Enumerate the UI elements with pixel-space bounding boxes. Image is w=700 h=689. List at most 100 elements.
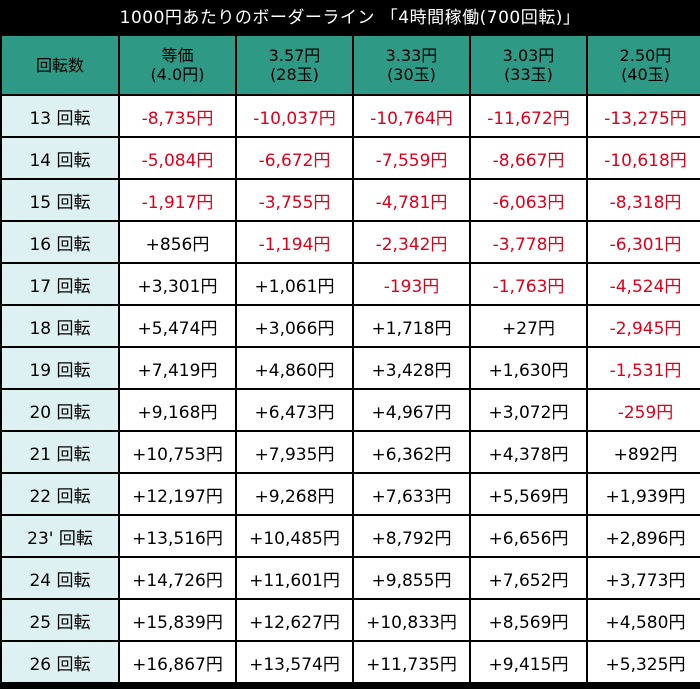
header-col-line2: (30玉) xyxy=(387,65,436,84)
table-row: 21 回転 +10,753円 +7,935円 +6,362円 +4,378円 +892円 xyxy=(2,432,700,472)
table-cell: +5,474円 xyxy=(120,306,235,346)
table-row: 22 回転 +12,197円 +9,268円 +7,633円 +5,569円 +1,939… xyxy=(2,474,700,514)
row-rotation-label: 17 回転 xyxy=(2,264,118,304)
table-cell: -6,672円 xyxy=(237,138,352,178)
header-col-line2: (28玉) xyxy=(270,65,319,84)
table-cell: +10,753円 xyxy=(120,432,235,472)
table-cell: +10,485円 xyxy=(237,516,352,556)
table-cell: +4,378円 xyxy=(471,432,586,472)
table-cell: +13,574円 xyxy=(237,642,352,682)
table-cell: -1,917円 xyxy=(120,180,235,220)
table-cell: +9,168円 xyxy=(120,390,235,430)
header-rotation: 回転数 xyxy=(2,36,118,94)
table-cell: +7,935円 xyxy=(237,432,352,472)
table-cell: +7,652円 xyxy=(471,558,586,598)
table-cell: +16,867円 xyxy=(120,642,235,682)
table-cell: -11,672円 xyxy=(471,96,586,136)
table-cell: +9,855円 xyxy=(354,558,469,598)
row-rotation-label: 23' 回転 xyxy=(2,516,118,556)
table-cell: -4,781円 xyxy=(354,180,469,220)
header-col-line2: (4.0円) xyxy=(150,65,205,84)
table-cell: +11,735円 xyxy=(354,642,469,682)
table-cell: +8,569円 xyxy=(471,600,586,640)
table-cell: -4,524円 xyxy=(588,264,700,304)
table-cell: +2,896円 xyxy=(588,516,700,556)
table-cell: +3,428円 xyxy=(354,348,469,388)
table-row: 19 回転 +7,419円 +4,860円 +3,428円 +1,630円 -1,531円 xyxy=(2,348,700,388)
header-col-250: 2.50円 (40玉) xyxy=(588,36,700,94)
table-row: 20 回転 +9,168円 +6,473円 +4,967円 +3,072円 -259円 xyxy=(2,390,700,430)
row-rotation-label: 24 回転 xyxy=(2,558,118,598)
row-rotation-label: 15 回転 xyxy=(2,180,118,220)
table-cell: +4,580円 xyxy=(588,600,700,640)
row-rotation-label: 25 回転 xyxy=(2,600,118,640)
table-body: 13 回転 -8,735円 -10,037円 -10,764円 -11,672円 -13,… xyxy=(2,96,700,682)
table-cell: -6,301円 xyxy=(588,222,700,262)
table-row: 25 回転 +15,839円 +12,627円 +10,833円 +8,569円 +4,5… xyxy=(2,600,700,640)
table-cell: +1,630円 xyxy=(471,348,586,388)
header-col-line1: 2.50円 xyxy=(619,46,672,65)
row-rotation-label: 16 回転 xyxy=(2,222,118,262)
table-row: 15 回転 -1,917円 -3,755円 -4,781円 -6,063円 -8,318円 xyxy=(2,180,700,220)
table-cell: +13,516円 xyxy=(120,516,235,556)
table-cell: +6,473円 xyxy=(237,390,352,430)
table-cell: +5,325円 xyxy=(588,642,700,682)
header-col-equal: 等価 (4.0円) xyxy=(120,36,235,94)
table-cell: -3,755円 xyxy=(237,180,352,220)
table-cell: +9,268円 xyxy=(237,474,352,514)
table-cell: +4,860円 xyxy=(237,348,352,388)
header-row: 回転数 等価 (4.0円) 3.57円 (28玉) 3.33円 (30玉) 3.… xyxy=(2,36,700,94)
table-cell: -8,318円 xyxy=(588,180,700,220)
table-cell: +1,061円 xyxy=(237,264,352,304)
table-cell: +10,833円 xyxy=(354,600,469,640)
header-col-line2: (33玉) xyxy=(504,65,553,84)
table-cell: +12,627円 xyxy=(237,600,352,640)
row-rotation-label: 13 回転 xyxy=(2,96,118,136)
table-cell: +8,792円 xyxy=(354,516,469,556)
table-cell: -10,764円 xyxy=(354,96,469,136)
table-cell: -8,667円 xyxy=(471,138,586,178)
table-cell: +5,569円 xyxy=(471,474,586,514)
table-cell: +1,718円 xyxy=(354,306,469,346)
table-cell: +7,419円 xyxy=(120,348,235,388)
table-cell: -10,618円 xyxy=(588,138,700,178)
header-col-line1: 3.57円 xyxy=(268,46,321,65)
table-cell: -259円 xyxy=(588,390,700,430)
table-cell: -1,531円 xyxy=(588,348,700,388)
row-rotation-label: 18 回転 xyxy=(2,306,118,346)
table-cell: -10,037円 xyxy=(237,96,352,136)
border-line-table: 回転数 等価 (4.0円) 3.57円 (28玉) 3.33円 (30玉) 3.… xyxy=(0,34,700,684)
table-cell: +3,072円 xyxy=(471,390,586,430)
row-rotation-label: 19 回転 xyxy=(2,348,118,388)
table-cell: +14,726円 xyxy=(120,558,235,598)
table-cell: -7,559円 xyxy=(354,138,469,178)
table-row: 24 回転 +14,726円 +11,601円 +9,855円 +7,652円 +3,77… xyxy=(2,558,700,598)
header-col-line1: 等価 xyxy=(161,46,194,65)
row-rotation-label: 14 回転 xyxy=(2,138,118,178)
table-cell: +15,839円 xyxy=(120,600,235,640)
table-cell: +12,197円 xyxy=(120,474,235,514)
header-col-333: 3.33円 (30玉) xyxy=(354,36,469,94)
table-cell: +6,362円 xyxy=(354,432,469,472)
table-cell: +27円 xyxy=(471,306,586,346)
table-row: 14 回転 -5,084円 -6,672円 -7,559円 -8,667円 -10,618… xyxy=(2,138,700,178)
row-rotation-label: 20 回転 xyxy=(2,390,118,430)
table-row: 13 回転 -8,735円 -10,037円 -10,764円 -11,672円 -13,… xyxy=(2,96,700,136)
table-cell: -8,735円 xyxy=(120,96,235,136)
table-cell: -193円 xyxy=(354,264,469,304)
table-cell: +4,967円 xyxy=(354,390,469,430)
table-row: 17 回転 +3,301円 +1,061円 -193円 -1,763円 -4,524円 xyxy=(2,264,700,304)
table-cell: -5,084円 xyxy=(120,138,235,178)
table-cell: +3,301円 xyxy=(120,264,235,304)
table-row: 18 回転 +5,474円 +3,066円 +1,718円 +27円 -2,945円 xyxy=(2,306,700,346)
table-cell: -1,763円 xyxy=(471,264,586,304)
table-cell: +7,633円 xyxy=(354,474,469,514)
table-row: 26 回転 +16,867円 +13,574円 +11,735円 +9,415円 +5,3… xyxy=(2,642,700,682)
table-cell: +3,066円 xyxy=(237,306,352,346)
header-col-line1: 3.33円 xyxy=(385,46,438,65)
table-cell: +1,939円 xyxy=(588,474,700,514)
header-col-line1: 3.03円 xyxy=(502,46,555,65)
table-row: 23' 回転 +13,516円 +10,485円 +8,792円 +6,656円 +2,8… xyxy=(2,516,700,556)
table-row: 16 回転 +856円 -1,194円 -2,342円 -3,778円 -6,301円 xyxy=(2,222,700,262)
